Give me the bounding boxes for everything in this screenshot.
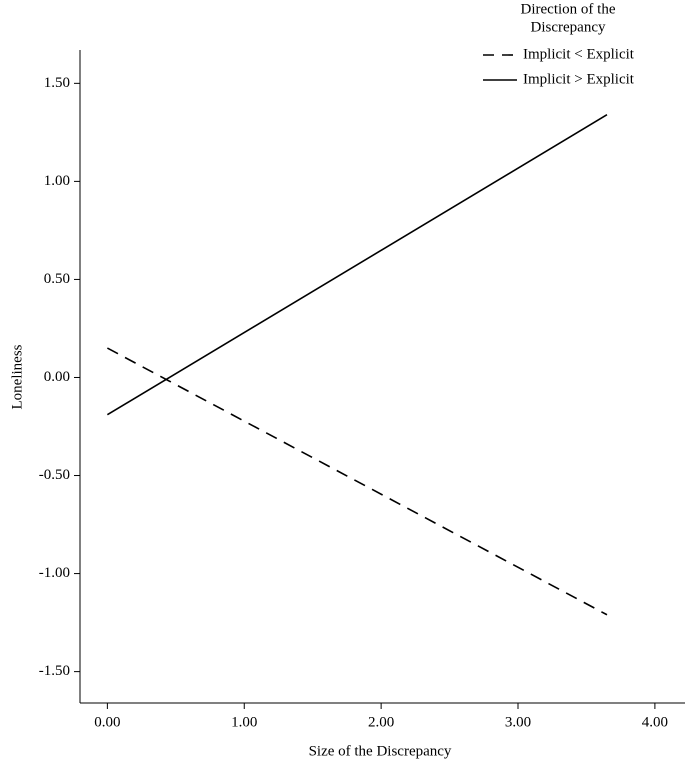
legend-title: Discrepancy xyxy=(531,19,606,35)
x-tick-label: 0.00 xyxy=(94,714,120,730)
series-line xyxy=(106,347,608,616)
x-tick-label: 1.00 xyxy=(231,714,257,730)
series-line xyxy=(106,114,608,416)
legend-label: Implicit < Explicit xyxy=(523,46,635,62)
y-tick-label: -1.00 xyxy=(39,565,70,581)
x-tick-label: 2.00 xyxy=(368,714,394,730)
x-tick-label: 3.00 xyxy=(505,714,531,730)
legend-title: Direction of the xyxy=(521,1,616,17)
y-tick-label: 1.50 xyxy=(44,75,70,91)
y-tick-label: -1.50 xyxy=(39,663,70,679)
x-axis-label: Size of the Discrepancy xyxy=(309,743,452,759)
y-tick-label: 1.00 xyxy=(44,173,70,189)
x-tick-label: 4.00 xyxy=(642,714,668,730)
legend-label: Implicit > Explicit xyxy=(523,71,635,87)
y-tick-label: -0.50 xyxy=(39,467,70,483)
y-tick-label: 0.00 xyxy=(44,369,70,385)
y-axis-label: Loneliness xyxy=(9,344,25,409)
y-tick-label: 0.50 xyxy=(44,271,70,287)
